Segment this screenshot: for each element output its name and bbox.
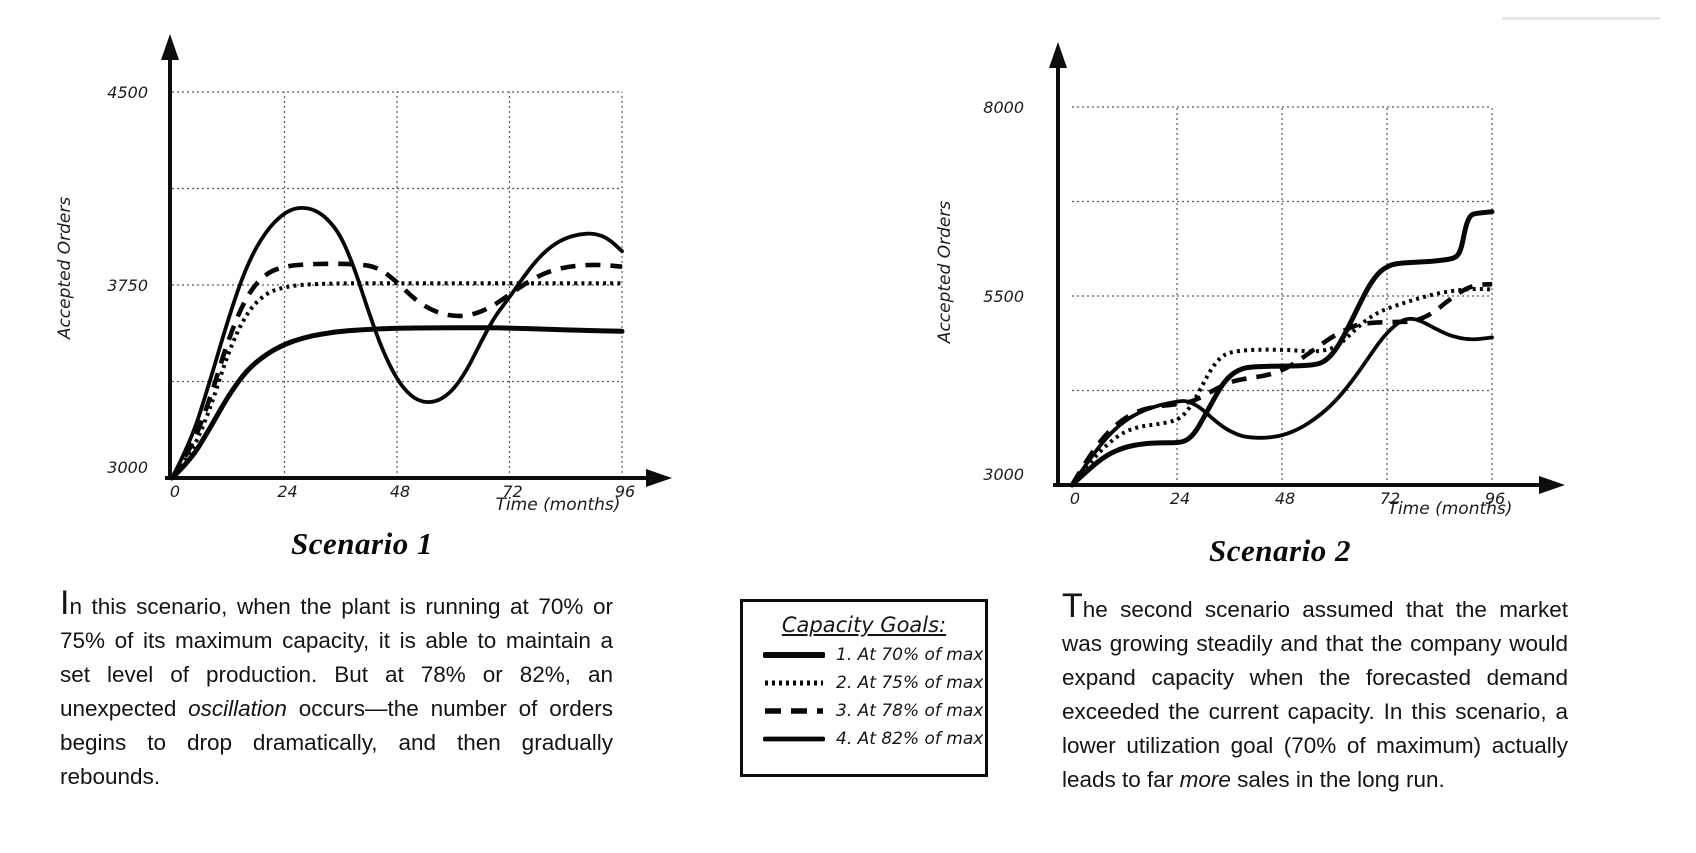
legend-item: 4. At 82% of max <box>763 729 985 749</box>
legend-item-label: 3. At 78% of max <box>836 701 984 721</box>
text-run: sales in the long run. <box>1230 767 1445 792</box>
y-tick-label: 3000 <box>983 465 1024 484</box>
y-tick-label: 8000 <box>983 98 1024 117</box>
x-tick-label: 0 <box>170 482 180 501</box>
text-run: In this scenario, when the plant is runn… <box>60 584 613 721</box>
scenario1-paragraph: In this scenario, when the plant is runn… <box>60 584 613 794</box>
legend-swatch <box>765 680 823 686</box>
legend-title: Capacity Goals: <box>781 613 947 637</box>
legend-item-label: 2. At 75% of max <box>836 673 984 693</box>
x-tick-label: 96 <box>615 482 635 501</box>
x-tick-label: 48 <box>390 482 410 501</box>
series-82pct-line <box>1070 316 1494 487</box>
series-70pct-line <box>169 325 625 481</box>
scenario1-chart: 3000 3750 4500 0 24 48 72 96 Accepted Orders Time… <box>55 34 672 515</box>
x-tick-label: 96 <box>1485 489 1505 508</box>
x-tick-label: 24 <box>1170 489 1190 508</box>
legend-item: 2. At 75% of max <box>763 673 985 693</box>
scan-artifact <box>1502 17 1660 20</box>
legend-item: 1. At 70% of max <box>763 645 985 665</box>
legend-item-label: 4. At 82% of max <box>836 729 984 749</box>
x-axis-arrow <box>646 469 672 487</box>
scenario1-heading: Scenario 1 <box>291 526 433 561</box>
y-axis-arrow <box>1049 42 1067 68</box>
scenario2-heading: Scenario 2 <box>1209 533 1351 568</box>
x-axis-label: Time (months) <box>1388 499 1513 519</box>
y-axis-label: Accepted Orders <box>935 201 955 345</box>
y-axis-arrow <box>161 34 179 60</box>
legend-swatch <box>765 708 823 714</box>
y-axis-label: Accepted Orders <box>55 197 75 341</box>
legend-swatch <box>763 736 825 742</box>
series-75pct-line <box>170 281 622 480</box>
y-tick-label: 3750 <box>107 276 148 295</box>
y-tick-label: 3000 <box>107 458 148 477</box>
x-tick-label: 0 <box>1070 489 1080 508</box>
text-run: occurs—the number of orders begins to dr… <box>60 696 613 789</box>
x-axis-label: Time (months) <box>496 495 621 515</box>
text-run: oscillation <box>188 696 287 721</box>
x-axis-arrow <box>1539 476 1565 494</box>
x-tick-label: 72 <box>502 482 522 501</box>
scenario2-chart: 3000 5500 8000 0 24 48 72 96 Accepted Orders Time… <box>935 42 1565 519</box>
series-78pct-line <box>170 261 623 480</box>
y-tick-label: 5500 <box>983 287 1024 306</box>
series-82pct-line <box>170 206 624 480</box>
capacity-goals-legend: Capacity Goals: 1. At 70% of max 2. At 75… <box>740 599 988 777</box>
legend-swatch <box>763 652 825 658</box>
x-tick-label: 24 <box>277 482 297 501</box>
x-tick-label: 48 <box>1275 489 1295 508</box>
legend-item-label: 1. At 70% of max <box>836 645 984 665</box>
x-tick-label: 72 <box>1380 489 1400 508</box>
legend-item: 3. At 78% of max <box>763 701 985 721</box>
series-70pct-line <box>1069 209 1495 488</box>
text-run: The second scenario assumed that the mar… <box>1062 587 1568 792</box>
grid <box>1072 106 1493 485</box>
scenario2-paragraph: The second scenario assumed that the mar… <box>1062 587 1568 797</box>
text-run: more <box>1179 767 1231 792</box>
legend-rows: 1. At 70% of max 2. At 75% of max 3. At 78… <box>743 645 985 749</box>
y-tick-label: 4500 <box>107 83 148 102</box>
